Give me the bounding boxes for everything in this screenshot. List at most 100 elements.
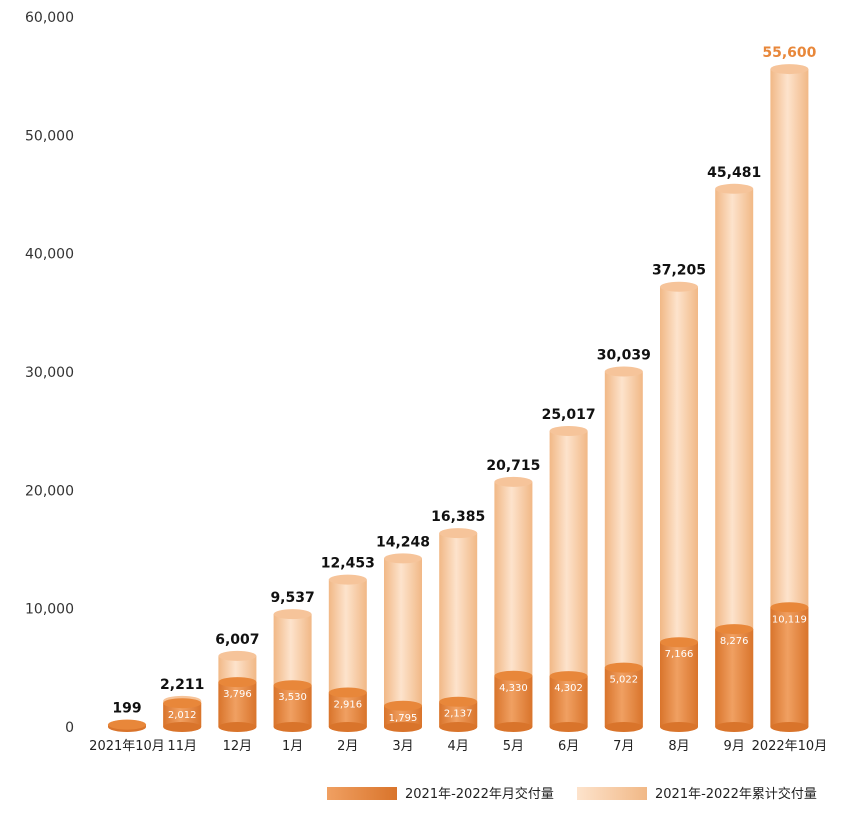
bar-monthly: [328, 692, 367, 727]
bar-monthly: [770, 607, 809, 727]
bar-monthly-bottom: [439, 722, 478, 732]
y-tick-label: 20,000: [25, 483, 74, 499]
bar-cumulative-top: [660, 281, 698, 292]
bar-group: 37,205 7,166: [652, 263, 706, 732]
bar-monthly-bottom: [273, 722, 312, 732]
bar-monthly: [604, 667, 643, 727]
monthly-value-label: 3,796: [223, 689, 252, 700]
x-tick-label: 11月: [167, 739, 197, 754]
bar-monthly-bottom: [163, 722, 202, 732]
bar-monthly-bottom: [384, 722, 422, 732]
y-axis: 0 10,000 20,000 30,000 40,000 50,000 60,000: [25, 10, 74, 736]
y-tick-label: 40,000: [25, 247, 74, 263]
x-axis: 2021年10月 11月 12月 1月 2月 3月 4月 5月 6月 7月 8月 9月 2022年10月: [89, 739, 827, 754]
bar-monthly-bottom: [549, 722, 588, 732]
monthly-value-label: 2,137: [444, 709, 473, 720]
monthly-value-label: 1,795: [389, 713, 418, 724]
bar-monthly-bottom: [660, 722, 698, 732]
legend-swatch-monthly: [327, 787, 397, 800]
bar-monthly: [549, 676, 588, 727]
x-tick-label: 2022年10月: [752, 739, 828, 754]
bar-cumulative-top: [604, 366, 643, 377]
bar-cumulative-top: [218, 650, 257, 661]
legend-swatch-cumulative: [577, 787, 647, 800]
bar-monthly-top: [770, 602, 809, 613]
monthly-value-label: 4,302: [554, 683, 583, 694]
cumulative-value-label: 30,039: [597, 348, 651, 364]
bar-monthly-bottom: [770, 722, 809, 732]
bar-monthly: [660, 642, 698, 727]
bars: 199 2,211 2,012 6,007 3,796 9,537 3,530 12,453 2…: [108, 45, 817, 732]
bar-group: 14,248 1,795: [376, 534, 430, 732]
bar-group: 6,007 3,796: [215, 632, 260, 732]
bar-group: 45,481 8,276: [707, 165, 761, 732]
x-tick-label: 6月: [558, 739, 579, 754]
bar-monthly-bottom: [218, 722, 257, 732]
bar-monthly-bottom: [494, 722, 533, 732]
monthly-value-label: 2,012: [168, 710, 197, 721]
bar-group: 20,715 4,330: [486, 458, 540, 732]
x-tick-label: 12月: [223, 739, 253, 754]
cumulative-value-label: 199: [112, 701, 141, 717]
cumulative-value-label: 55,600: [762, 45, 816, 61]
bar-monthly-bottom: [328, 722, 367, 732]
x-tick-label: 2月: [337, 739, 358, 754]
bar-monthly: [384, 705, 422, 727]
x-tick-label: 9月: [724, 739, 745, 754]
cumulative-value-label: 25,017: [542, 407, 596, 423]
bar-cumulative-top: [549, 425, 588, 436]
bar-group: 199: [108, 701, 146, 732]
bar-group: 12,453 2,916: [321, 556, 375, 732]
bar-monthly-bottom: [604, 722, 643, 732]
y-tick-label: 10,000: [25, 602, 74, 618]
legend-label-monthly: 2021年-2022年月交付量: [405, 786, 554, 802]
cumulative-value-label: 6,007: [215, 632, 259, 648]
x-tick-label: 8月: [668, 739, 689, 754]
bar-monthly-top: [604, 662, 643, 673]
bar-group: 55,600 10,119: [762, 45, 817, 732]
bar-group: 30,039 5,022: [597, 348, 651, 732]
bar-monthly: [163, 703, 202, 727]
x-tick-label: 2021年10月: [89, 739, 165, 754]
bar-monthly-top: [439, 696, 478, 707]
monthly-value-label: 10,119: [772, 614, 807, 625]
cumulative-value-label: 37,205: [652, 263, 706, 279]
x-tick-label: 4月: [448, 739, 469, 754]
bar-cumulative-top: [328, 574, 367, 585]
bar-group: 16,385 2,137: [431, 509, 485, 732]
bar-group: 25,017 4,302: [542, 407, 596, 732]
x-tick-label: 5月: [503, 739, 524, 754]
bar-group: 9,537 3,530: [270, 590, 315, 732]
bar-cumulative-top: [384, 553, 422, 564]
legend-label-cumulative: 2021年-2022年累计交付量: [655, 786, 817, 802]
bar-monthly-top: [273, 680, 312, 691]
bar-monthly: [494, 675, 533, 727]
bar-monthly-top: [328, 687, 367, 698]
bar-cumulative-top: [770, 64, 809, 75]
monthly-value-label: 8,276: [720, 636, 749, 647]
bar-group: 2,211 2,012: [160, 677, 204, 732]
cumulative-value-label: 2,211: [160, 677, 204, 693]
y-tick-label: 60,000: [25, 10, 74, 26]
x-tick-label: 3月: [392, 739, 413, 754]
bar-monthly: [273, 685, 312, 727]
bar-monthly: [715, 629, 754, 727]
bar-cumulative-top: [715, 183, 754, 194]
bar-cumulative: [439, 533, 478, 727]
cumulative-value-label: 16,385: [431, 509, 485, 525]
monthly-value-label: 3,530: [278, 692, 307, 703]
cumulative-value-label: 45,481: [707, 165, 761, 181]
bar-monthly-top: [549, 671, 588, 682]
bar-cumulative-top: [494, 476, 533, 487]
monthly-value-label: 5,022: [609, 675, 638, 686]
monthly-value-label: 7,166: [665, 649, 694, 660]
bar-monthly-top: [384, 700, 422, 711]
bar-monthly: [218, 682, 257, 727]
cumulative-value-label: 14,248: [376, 534, 430, 550]
monthly-value-label: 4,330: [499, 683, 528, 694]
y-tick-label: 50,000: [25, 128, 74, 144]
bar-cumulative: [384, 558, 422, 727]
bar-monthly-top: [163, 698, 202, 709]
bar-monthly-top: [218, 677, 257, 688]
